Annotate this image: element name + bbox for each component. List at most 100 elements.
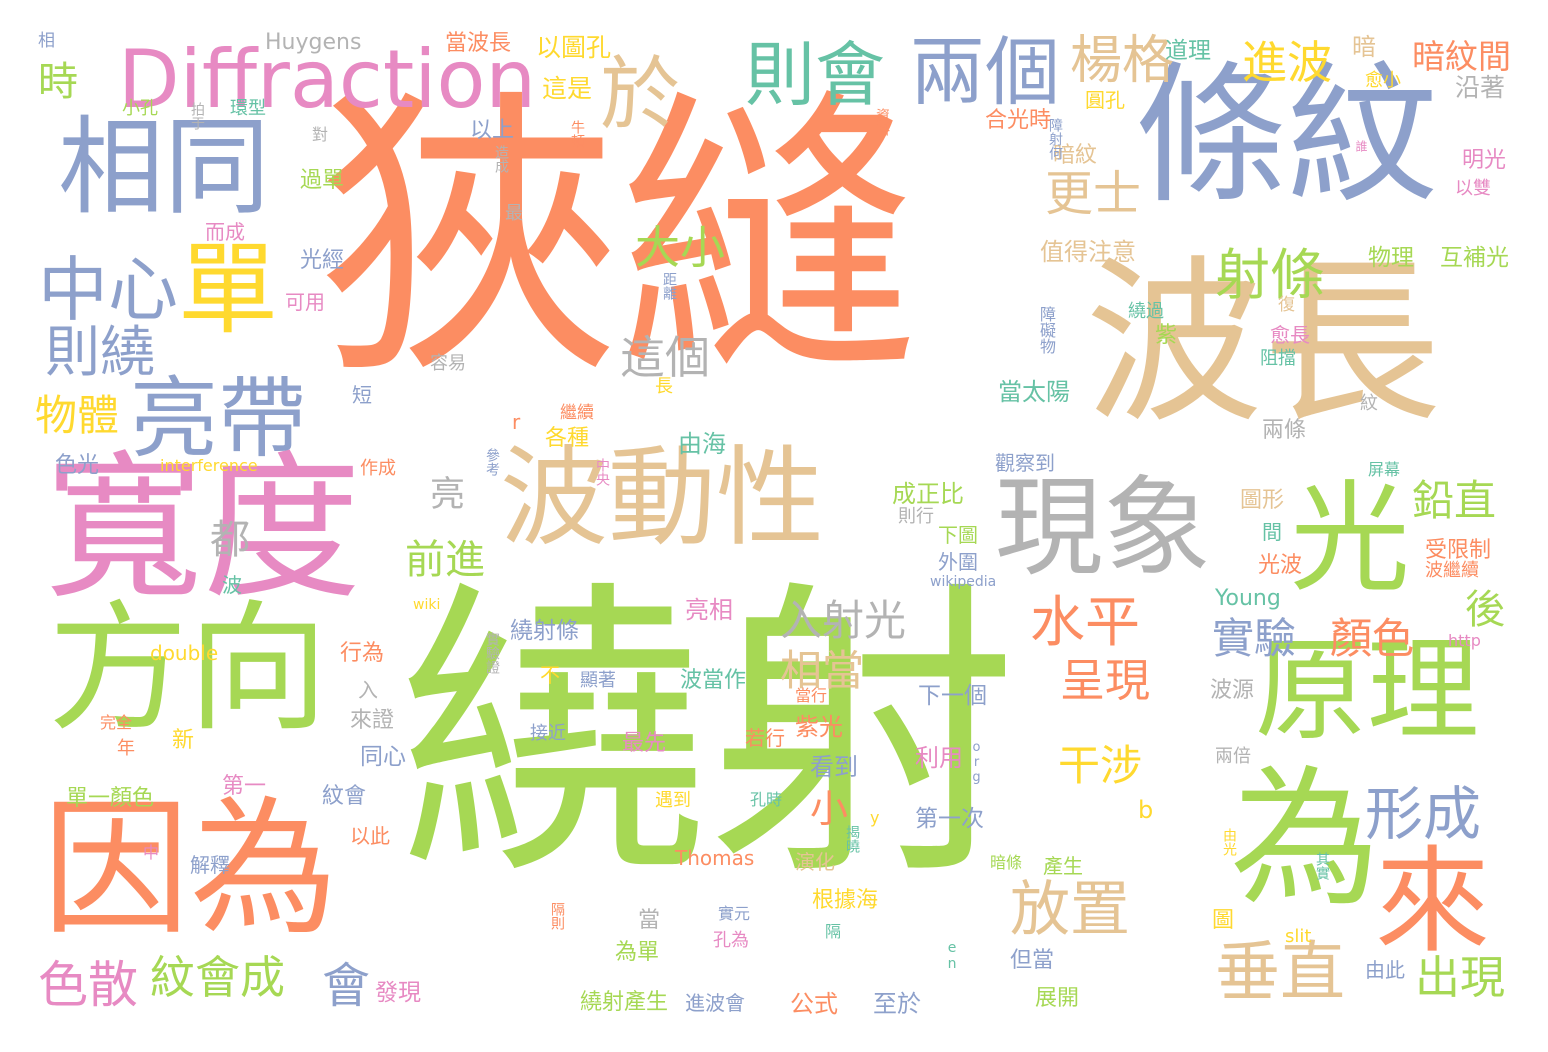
cloud-word: 兩個 — [910, 35, 1060, 110]
cloud-word: 出現 — [1415, 955, 1505, 1000]
cloud-word: 其實 — [1315, 852, 1329, 880]
cloud-word: 作成 — [360, 460, 396, 478]
cloud-word: 紋會 — [322, 786, 366, 808]
cloud-word: 進波會 — [685, 993, 745, 1013]
cloud-word: 亮帶 — [130, 375, 306, 463]
cloud-word: 紫光 — [795, 715, 843, 739]
cloud-word: 大小 — [635, 225, 725, 270]
cloud-word: 繞射產生 — [580, 992, 668, 1014]
cloud-word: 根據海 — [812, 890, 878, 912]
cloud-word: 方向 — [48, 600, 328, 740]
cloud-word: 現象 — [995, 475, 1211, 583]
cloud-word: 會 — [322, 962, 370, 1010]
cloud-word: 接近 — [530, 725, 566, 743]
cloud-word: 波動性 — [500, 445, 824, 553]
cloud-word: 受限制 — [1425, 540, 1491, 562]
cloud-word: 愈長 — [1270, 325, 1310, 345]
cloud-word: 復 — [1278, 297, 1295, 314]
cloud-word: 新 — [172, 730, 194, 752]
cloud-word: 牛頓 — [570, 120, 584, 148]
cloud-word: 來證 — [350, 710, 394, 732]
cloud-word: 兩倍 — [1215, 748, 1251, 766]
cloud-word: 兩條 — [1262, 420, 1306, 442]
cloud-word: 以圖孔 — [536, 35, 611, 60]
cloud-word: 同心 — [360, 746, 406, 769]
cloud-word: 為單 — [615, 942, 659, 964]
cloud-word: 繼續 — [560, 405, 594, 422]
cloud-word: 更士 — [1045, 170, 1141, 218]
cloud-word: 長 — [655, 378, 673, 396]
cloud-word: 揭曉 — [845, 825, 859, 853]
cloud-word: 當波長 — [445, 33, 511, 55]
cloud-word: 外圍 — [938, 552, 978, 572]
cloud-word: wiki — [413, 598, 440, 612]
cloud-word: 顏色 — [1330, 618, 1414, 660]
cloud-word: 隔 — [825, 924, 841, 940]
cloud-word: 實元 — [718, 906, 750, 922]
cloud-word: 拍于 — [190, 102, 204, 130]
cloud-word: 色散 — [38, 960, 138, 1010]
cloud-word: 間 — [1262, 522, 1282, 542]
cloud-word: b — [1138, 798, 1153, 822]
cloud-word: 光 — [1290, 480, 1410, 600]
cloud-word: wikipedia — [930, 575, 996, 589]
cloud-word: 不 — [540, 665, 560, 685]
cloud-word: 前進 — [405, 540, 485, 580]
cloud-word: 展開 — [1035, 988, 1079, 1010]
cloud-word: 演化 — [795, 852, 835, 872]
cloud-word: 物體 — [35, 395, 119, 437]
cloud-word: 當行 — [795, 688, 827, 704]
cloud-word: 射條 — [1215, 248, 1325, 303]
cloud-word: 呈現 — [1060, 658, 1150, 703]
cloud-word: Young — [1215, 588, 1281, 610]
cloud-word: 小 — [810, 790, 848, 828]
cloud-word: 後 — [1465, 590, 1505, 630]
cloud-word: 發現 — [375, 982, 421, 1005]
cloud-word: 亮相 — [685, 598, 733, 622]
cloud-word: 第一 — [222, 776, 266, 798]
cloud-word: 紋會成 — [150, 955, 285, 1000]
cloud-word: 造成 — [494, 145, 508, 173]
cloud-word: 至於 — [873, 992, 921, 1016]
cloud-word: 而成 — [205, 222, 245, 242]
cloud-word: 繞射條 — [510, 620, 579, 643]
cloud-word: en — [945, 940, 959, 972]
cloud-word: 楊格 — [1070, 35, 1174, 87]
cloud-word: 由光 — [1222, 828, 1236, 856]
cloud-word: 利用 — [915, 746, 963, 770]
cloud-word: 顯著 — [580, 672, 616, 690]
cloud-word: 以上 — [470, 120, 514, 142]
cloud-word: 參考 — [485, 448, 499, 476]
cloud-word: 值得注意 — [1040, 240, 1136, 264]
cloud-word: 但當 — [1010, 950, 1054, 972]
cloud-word: 為 — [1230, 765, 1380, 915]
cloud-word: 物理 — [1368, 247, 1414, 270]
cloud-word: 若行 — [745, 728, 785, 748]
cloud-word: 下一個 — [918, 685, 987, 708]
cloud-word: 道理 — [1165, 40, 1211, 63]
cloud-word: 最 — [505, 205, 523, 223]
cloud-word: 資料 — [875, 108, 889, 136]
cloud-word: 入射光 — [780, 600, 906, 642]
cloud-word: 紋 — [1360, 395, 1378, 413]
cloud-word: 合光時 — [985, 110, 1051, 132]
cloud-word: r — [512, 412, 520, 432]
cloud-word: org — [970, 740, 983, 785]
cloud-word: 阻擋 — [1260, 350, 1296, 368]
cloud-word: 單 — [178, 240, 278, 340]
cloud-word: 過單 — [300, 170, 344, 192]
cloud-word: 干涉 — [1058, 745, 1142, 787]
cloud-word: 各種 — [545, 428, 589, 450]
cloud-word: 小孔 — [122, 100, 158, 118]
cloud-word: 垂直 — [1215, 940, 1345, 1005]
cloud-word: 暗 — [1352, 35, 1376, 59]
cloud-word: 圖 — [1212, 910, 1234, 932]
cloud-word: 短 — [352, 385, 372, 405]
cloud-word: interference — [160, 458, 258, 474]
cloud-word: 年 — [117, 740, 135, 758]
cloud-word: 進波 — [1242, 40, 1332, 85]
cloud-word: 形成 — [1365, 785, 1481, 843]
cloud-word: double — [150, 643, 218, 663]
cloud-word: 觀察到 — [995, 453, 1055, 473]
cloud-word: 相同 — [58, 115, 270, 221]
